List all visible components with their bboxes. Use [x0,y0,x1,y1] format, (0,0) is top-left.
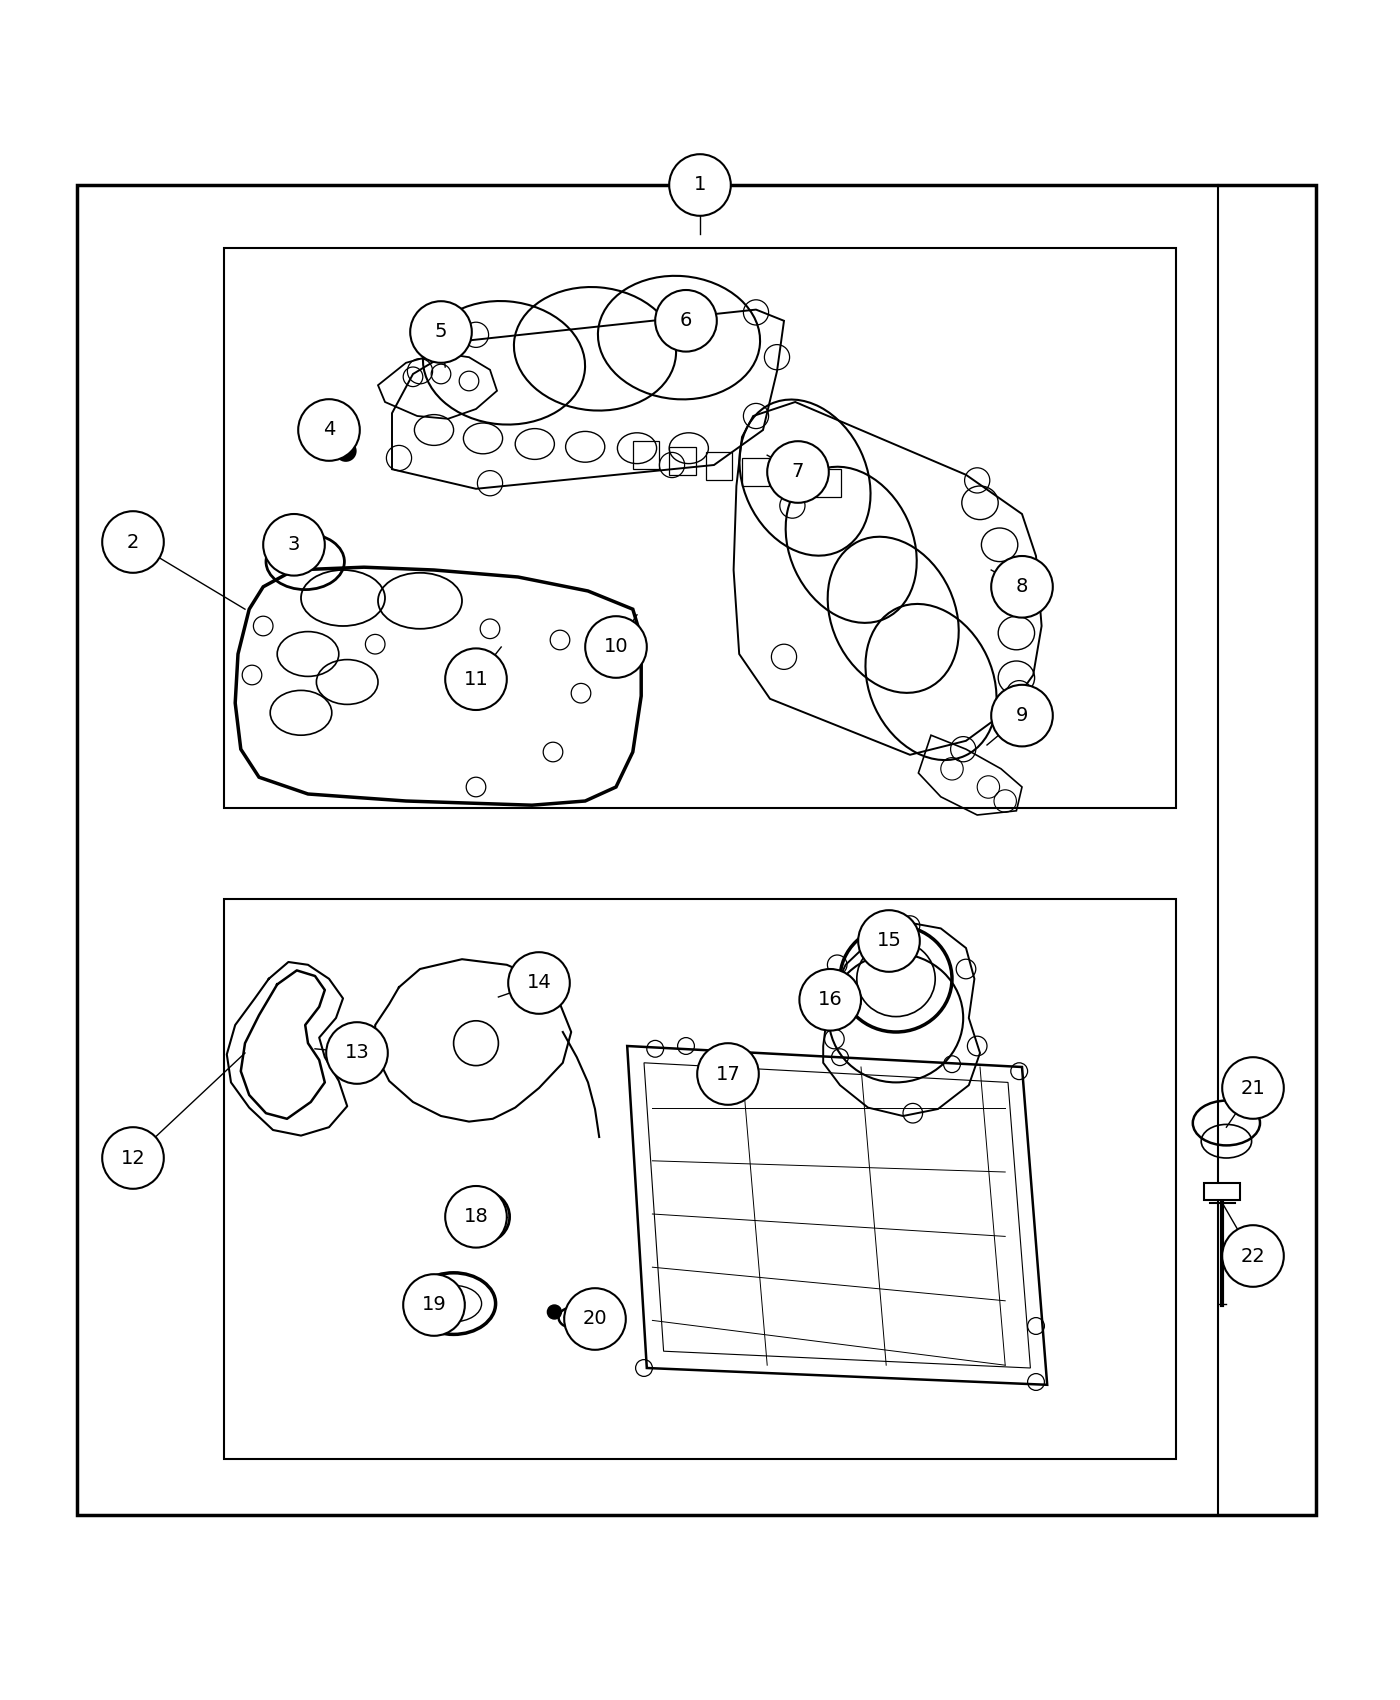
Text: 2: 2 [127,532,139,551]
Bar [742,457,769,486]
Circle shape [508,952,570,1013]
Text: 1: 1 [694,175,706,194]
Circle shape [585,615,647,678]
Circle shape [445,1187,507,1248]
Text: 12: 12 [120,1149,146,1168]
Circle shape [1222,1226,1284,1287]
Circle shape [991,556,1053,617]
Circle shape [669,155,731,216]
Ellipse shape [547,1306,561,1319]
Circle shape [263,513,325,576]
Circle shape [697,1044,759,1105]
Circle shape [326,1022,388,1085]
Text: 14: 14 [526,974,552,993]
Bar [224,248,1176,808]
Ellipse shape [336,442,356,461]
Text: 7: 7 [792,462,804,481]
Text: 4: 4 [323,420,335,440]
Text: 5: 5 [435,323,447,342]
Text: 11: 11 [463,670,489,689]
Circle shape [410,301,472,362]
Circle shape [991,685,1053,746]
Text: 6: 6 [680,311,692,330]
Bar [77,185,1316,1515]
Text: 16: 16 [818,991,843,1010]
Bar [778,464,805,491]
Text: 17: 17 [715,1064,741,1083]
Text: 9: 9 [1016,706,1028,726]
Circle shape [1222,1057,1284,1119]
Text: 18: 18 [463,1207,489,1226]
Circle shape [858,910,920,972]
Circle shape [102,512,164,573]
Circle shape [445,648,507,711]
Text: 22: 22 [1240,1246,1266,1265]
Circle shape [102,1127,164,1188]
Bar [815,469,841,496]
Bar [1204,1183,1240,1200]
Bar [224,899,1176,1459]
Circle shape [564,1289,626,1350]
Circle shape [403,1275,465,1336]
Text: 20: 20 [582,1309,608,1328]
Circle shape [655,291,717,352]
Text: 19: 19 [421,1295,447,1314]
Text: 13: 13 [344,1044,370,1062]
Circle shape [767,442,829,503]
Bar [669,447,696,474]
Circle shape [799,969,861,1030]
Text: 21: 21 [1240,1078,1266,1098]
Circle shape [298,400,360,461]
Text: 3: 3 [288,536,300,554]
Text: 15: 15 [876,932,902,950]
Bar [706,452,732,481]
Bar [633,442,659,469]
Text: 8: 8 [1016,578,1028,597]
Text: 10: 10 [603,638,629,656]
